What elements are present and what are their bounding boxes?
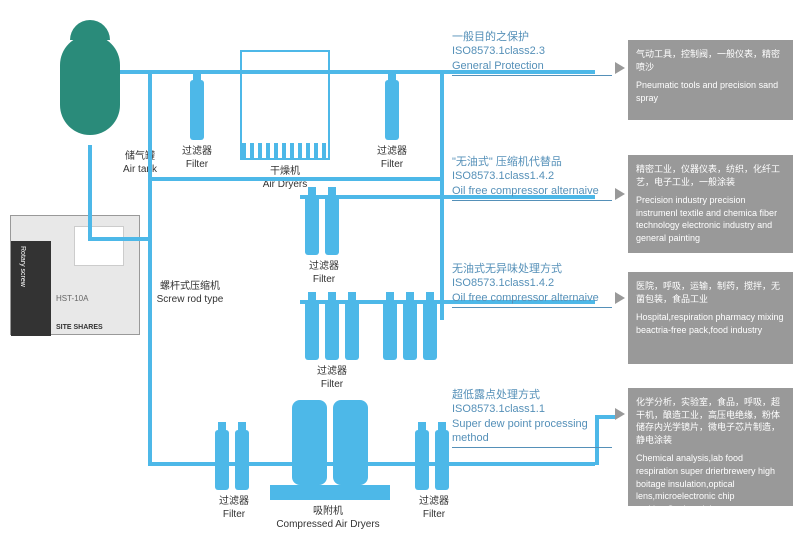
filter-5c: [423, 300, 437, 360]
filter-7a: [415, 430, 429, 490]
filter-4a: [305, 300, 319, 360]
air-dryer: [240, 50, 330, 160]
filter-2-label: 过滤器Filter: [370, 145, 414, 171]
path-4-title: 超低露点处理方式ISO8573.1class1.1Super dew point…: [452, 388, 612, 448]
filter-6b: [235, 430, 249, 490]
filter-5b: [403, 300, 417, 360]
adsorption-dryer: [270, 400, 390, 500]
compressor-label: 螺杆式压缩机Screw rod type: [150, 280, 230, 306]
pipe: [88, 237, 148, 241]
filter-2: [385, 80, 399, 140]
arrow-icon: [615, 62, 625, 74]
filter-4c: [345, 300, 359, 360]
filter-6-label: 过滤器Filter: [212, 495, 256, 521]
filter-3-label: 过滤器Filter: [302, 260, 346, 286]
pipe: [148, 462, 595, 466]
filter-6a: [215, 430, 229, 490]
path-3-info: 医院，呼吸，运输，制药，搅拌，无菌包装，食品工业Hospital,respira…: [628, 272, 793, 364]
filter-7b: [435, 430, 449, 490]
path-1-info: 气动工具，控制阀，一般仪表，精密喷沙Pneumatic tools and pr…: [628, 40, 793, 120]
arrow-icon: [615, 188, 625, 200]
pipe: [148, 177, 443, 181]
path-3-title: 无油式无异味处理方式ISO8573.1class1.4.2Oil free co…: [452, 262, 612, 308]
filter-1: [190, 80, 204, 140]
filter-7-label: 过滤器Filter: [412, 495, 456, 521]
pipe: [88, 145, 92, 240]
filter-4b: [325, 300, 339, 360]
pipe: [148, 70, 152, 465]
air-tank-label: 储气罐Air tank: [110, 150, 170, 176]
filter-5a: [383, 300, 397, 360]
adsorption-dryer-label: 吸附机Compressed Air Dryers: [268, 505, 388, 531]
path-2-info: 精密工业，仪器仪表，纺织，化纤工艺，电子工业，一般涂装Precision ind…: [628, 155, 793, 253]
air-tank: [60, 15, 120, 145]
filter-4-label: 过滤器Filter: [310, 365, 354, 391]
filter-3b: [325, 195, 339, 255]
filter-3a: [305, 195, 319, 255]
arrow-icon: [615, 292, 625, 304]
path-1-title: 一般目的之保护ISO8573.1class2.3General Protecti…: [452, 30, 612, 76]
path-4-info: 化学分析，实验室，食品，呼吸，超干机，酿造工业，高压电绝缘，粉体储存内光学镜片，…: [628, 388, 793, 506]
arrow-icon: [615, 408, 625, 420]
filter-1-label: 过滤器Filter: [175, 145, 219, 171]
compressor: Rotary screw HST-10A SITE SHARES: [10, 215, 140, 335]
path-2-title: "无油式" 压缩机代替品ISO8573.1class1.4.2Oil free …: [452, 155, 612, 201]
